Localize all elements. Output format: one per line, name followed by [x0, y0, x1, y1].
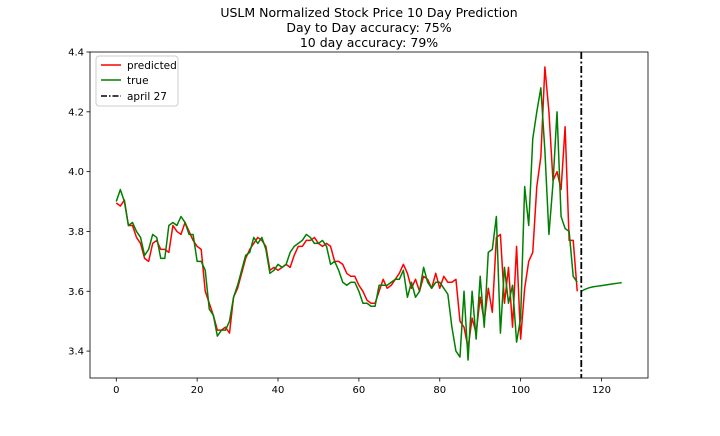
- series-line-2: [580, 281, 622, 292]
- legend: predicted true april 27: [95, 55, 179, 107]
- y-tick-label-4.0: 4.0: [68, 167, 84, 178]
- axes-layer: 0 20 40 60 80 100 120 3.4 3.6 3.8 4.0 4.2 4.4: [68, 48, 649, 396]
- x-tick-label-60: 60: [353, 385, 366, 396]
- y-tick-label-4.2: 4.2: [68, 107, 84, 118]
- legend-box: [95, 55, 179, 107]
- x-tick-label-20: 20: [191, 385, 204, 396]
- x-tick-label-100: 100: [511, 385, 530, 396]
- y-tick-label-3.4: 3.4: [68, 347, 84, 358]
- title-line-2: Day to Day accuracy: 75%: [286, 20, 451, 35]
- series-line-true: [115, 87, 578, 361]
- x-tick-label-0: 0: [113, 385, 119, 396]
- y-tick-label-4.4: 4.4: [68, 48, 84, 59]
- title-line-1: USLM Normalized Stock Price 10 Day Predi…: [220, 5, 517, 20]
- axes-frame: [89, 51, 649, 379]
- y-tick-label-3.6: 3.6: [68, 287, 84, 298]
- title-line-3: 10 day accuracy: 79%: [300, 35, 438, 50]
- legend-label-predicted: predicted: [127, 60, 177, 72]
- series-line-predicted: [115, 66, 578, 349]
- x-tick-label-120: 120: [592, 385, 611, 396]
- series-layer: [115, 52, 622, 378]
- x-tick-label-40: 40: [272, 385, 285, 396]
- x-tick-label-80: 80: [433, 385, 446, 396]
- chart-title: USLM Normalized Stock Price 10 Day Predi…: [220, 5, 517, 50]
- legend-label-true: true: [127, 75, 149, 87]
- y-tick-label-3.8: 3.8: [68, 227, 84, 238]
- legend-label-april-27: april 27: [127, 91, 167, 103]
